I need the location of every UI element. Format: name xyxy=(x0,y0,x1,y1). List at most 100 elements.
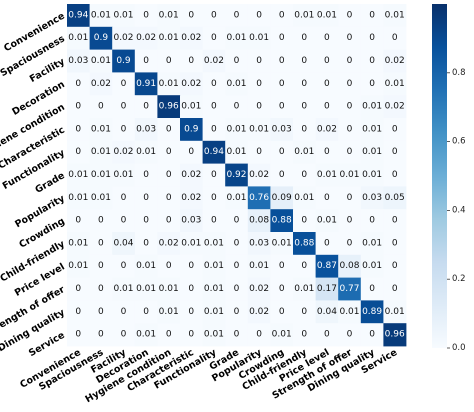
heatmap-cell xyxy=(383,49,407,73)
cell-value-label: 0 xyxy=(279,284,285,294)
heatmap-cell xyxy=(157,323,181,347)
cell-value-label: 0 xyxy=(301,124,307,134)
cell-value-label: 0.01 xyxy=(204,261,224,271)
heatmap-cell xyxy=(383,140,407,164)
heatmap-cell xyxy=(180,254,203,278)
cell-value-label: 0.01 xyxy=(68,33,88,43)
cell-value-label: 0.94 xyxy=(204,147,224,157)
heatmap-cell xyxy=(338,186,362,210)
cell-value-label: 0 xyxy=(98,330,104,340)
cell-value-label: 0.9 xyxy=(184,124,199,134)
heatmap-cell xyxy=(225,163,249,187)
heatmap-cell xyxy=(134,26,158,50)
heatmap-cell xyxy=(315,118,339,142)
cell-value-label: 0 xyxy=(324,330,330,340)
cell-value-label: 0 xyxy=(166,124,172,134)
heatmap-cell xyxy=(112,140,136,164)
cell-value-label: 0 xyxy=(392,170,398,180)
heatmap-cell xyxy=(180,4,203,28)
heatmap-cell xyxy=(293,323,316,347)
colorbar-tick-label: 0.4 xyxy=(452,205,466,215)
heatmap-cell xyxy=(112,118,136,142)
heatmap-cell xyxy=(360,95,384,119)
cell-value-label: 0 xyxy=(234,261,240,271)
cell-value-label: 0 xyxy=(256,147,262,157)
heatmap-cell xyxy=(112,254,136,278)
heatmap-cell xyxy=(315,163,339,187)
cell-value-label: 0 xyxy=(369,216,375,226)
cell-value-label: 0 xyxy=(256,10,262,20)
cell-value-label: 0 xyxy=(279,307,285,317)
heatmap-cell xyxy=(270,232,294,256)
heatmap-cell xyxy=(67,26,90,50)
heatmap-cell xyxy=(360,209,384,233)
cell-value-label: 0 xyxy=(75,79,81,89)
heatmap-cell xyxy=(293,140,316,164)
cell-value-label: 0.94 xyxy=(68,10,88,20)
cell-value-label: 0.02 xyxy=(136,33,156,43)
cell-value-label: 0 xyxy=(392,147,398,157)
heatmap-cell xyxy=(293,209,316,233)
heatmap-cell xyxy=(202,72,226,96)
heatmap-cell xyxy=(157,26,181,50)
heatmap-cell xyxy=(134,186,158,210)
cell-value-label: 0.02 xyxy=(181,193,201,203)
cell-value-label: 0.01 xyxy=(362,261,382,271)
cell-value-label: 0 xyxy=(211,10,217,20)
heatmap-cell xyxy=(67,277,90,301)
heatmap-cell xyxy=(202,4,226,28)
cell-value-label: 0 xyxy=(143,10,149,20)
heatmap-cell xyxy=(180,163,203,187)
heatmap-cell xyxy=(360,4,384,28)
cell-value-label: 0 xyxy=(188,307,194,317)
cell-value-label: 0.01 xyxy=(68,193,88,203)
cell-value-label: 0.92 xyxy=(226,170,246,180)
heatmap-cell xyxy=(315,26,339,50)
cell-value-label: 0.01 xyxy=(226,124,246,134)
heatmap-cell xyxy=(225,49,249,73)
cell-value-label: 0 xyxy=(121,307,127,317)
heatmap-cell xyxy=(157,232,181,256)
cell-value-label: 0 xyxy=(301,307,307,317)
heatmap-cell xyxy=(338,118,362,142)
heatmap-cell xyxy=(383,254,407,278)
cell-value-label: 0 xyxy=(211,79,217,89)
heatmap-cell xyxy=(134,95,158,119)
cell-value-label: 0 xyxy=(75,147,81,157)
cell-value-label: 0 xyxy=(98,261,104,271)
cell-value-label: 0.02 xyxy=(159,238,179,248)
cell-value-label: 0 xyxy=(234,238,240,248)
heatmap-cell xyxy=(338,209,362,233)
heatmap-cell xyxy=(293,95,316,119)
heatmap-cell xyxy=(225,4,249,28)
heatmap-cell xyxy=(270,95,294,119)
heatmap-cell xyxy=(89,26,113,50)
heatmap-cell xyxy=(202,277,226,301)
heatmap-cell xyxy=(67,232,90,256)
heatmap-cell xyxy=(134,4,158,28)
heatmap-cell xyxy=(180,95,203,119)
cell-value-label: 0 xyxy=(324,238,330,248)
heatmap-cell xyxy=(202,209,226,233)
cell-value-label: 0.01 xyxy=(159,79,179,89)
heatmap-cell xyxy=(338,4,362,28)
cell-value-label: 0.03 xyxy=(362,193,382,203)
cell-value-label: 0.89 xyxy=(362,307,382,317)
heatmap-cell xyxy=(225,140,249,164)
heatmap-cell xyxy=(315,209,339,233)
cell-value-label: 0 xyxy=(234,307,240,317)
cell-value-label: 0.01 xyxy=(362,124,382,134)
heatmap-cell xyxy=(360,277,384,301)
heatmap-cell xyxy=(180,186,203,210)
cell-value-label: 0 xyxy=(166,56,172,66)
cell-value-label: 0 xyxy=(234,10,240,20)
heatmap-cell xyxy=(89,140,113,164)
cell-value-label: 0 xyxy=(211,170,217,180)
cell-value-label: 0.01 xyxy=(91,10,111,20)
heatmap-cell xyxy=(134,209,158,233)
cell-value-label: 0 xyxy=(301,216,307,226)
cell-value-label: 0.03 xyxy=(181,216,201,226)
cell-value-label: 0.01 xyxy=(181,238,201,248)
colorbar-tick-label: 0.2 xyxy=(452,274,466,284)
heatmap-cell xyxy=(180,232,203,256)
